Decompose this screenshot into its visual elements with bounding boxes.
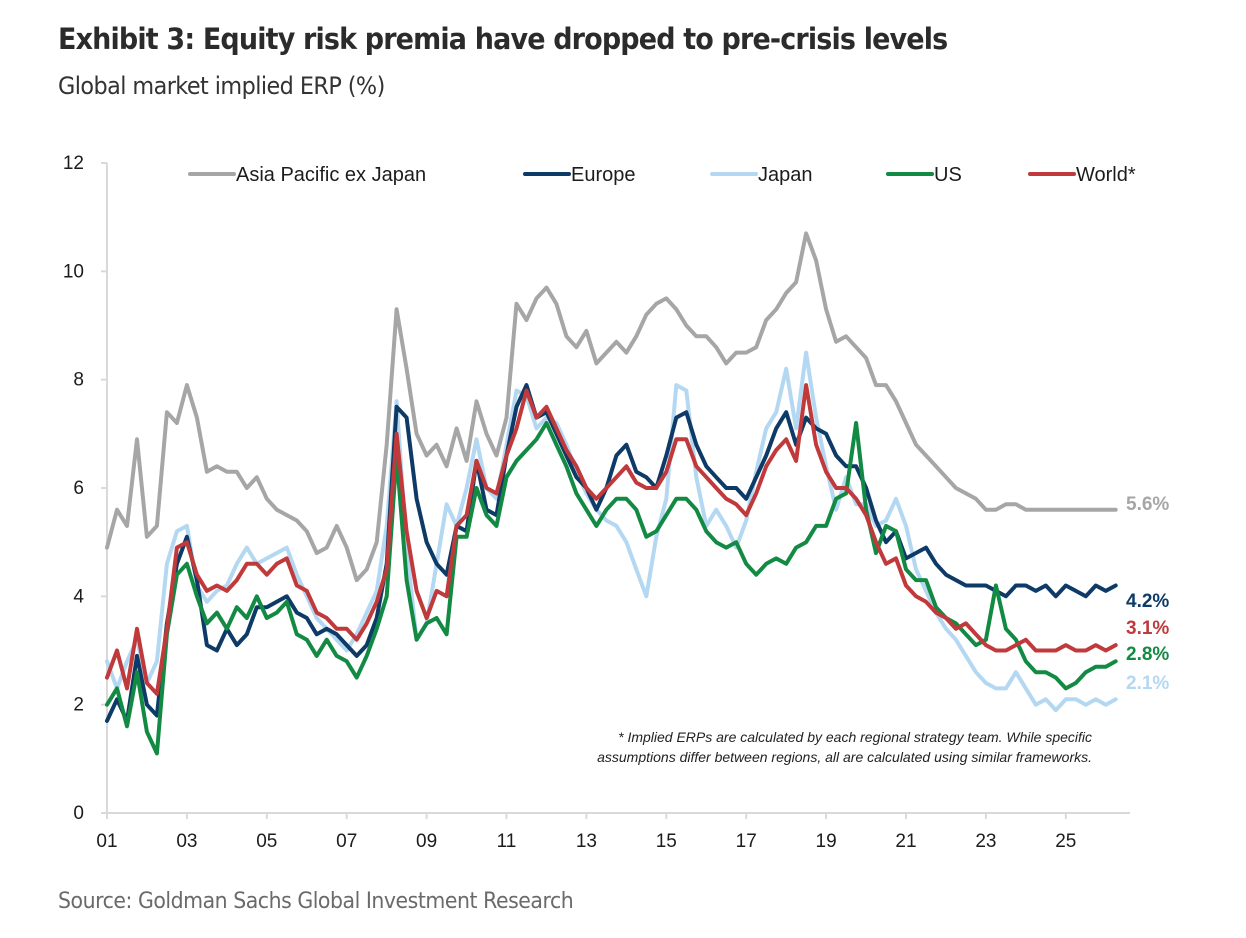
end-value-label: 4.2% (1126, 591, 1169, 612)
x-tick-label: 15 (656, 831, 677, 852)
series-line-japan (105, 350, 1118, 713)
x-tick-label: 07 (336, 831, 357, 852)
x-tick-label: 03 (176, 831, 197, 852)
axes: 0 2 4 6 8 10 12 01 03 05 07 09 11 13 15 17 19 21 23 25 (63, 153, 1130, 852)
y-tick-label: 0 (73, 803, 84, 824)
legend-item: US (886, 164, 962, 186)
legend-label: US (934, 164, 962, 186)
x-tick-label: 21 (895, 831, 916, 852)
legend-label: Europe (571, 164, 636, 186)
end-value-label: 3.1% (1126, 618, 1169, 639)
y-tick-label: 2 (73, 695, 84, 716)
x-tick-label: 23 (975, 831, 996, 852)
x-tick-label: 25 (1055, 831, 1076, 852)
source-note: Source: Goldman Sachs Global Investment … (58, 889, 574, 914)
page-title: Exhibit 3: Equity risk premia have dropp… (58, 22, 948, 56)
x-tick-label: 17 (736, 831, 757, 852)
legend-label: Japan (758, 164, 813, 186)
y-tick-label: 4 (73, 586, 84, 607)
end-value-label: 2.8% (1126, 644, 1169, 665)
y-tick-label: 10 (63, 261, 84, 282)
x-tick-label: 13 (576, 831, 597, 852)
legend-item: Japan (710, 164, 813, 186)
x-tick-label: 19 (816, 831, 837, 852)
series-line-world (105, 383, 1118, 696)
legend: Asia Pacific ex Japan Europe Japan US World* (188, 164, 1136, 186)
end-value-label: 2.1% (1126, 673, 1169, 694)
series-lines (105, 231, 1118, 756)
page-subtitle: Global market implied ERP (%) (58, 72, 385, 100)
x-tick-label: 01 (96, 831, 117, 852)
x-tick-label: 11 (497, 831, 517, 852)
footnote-line-1: * Implied ERPs are calculated by each re… (618, 729, 1092, 745)
x-tick-label: 05 (256, 831, 277, 852)
y-tick-label: 12 (63, 153, 84, 174)
footnote-line-2: assumptions differ between regions, all … (597, 749, 1092, 765)
legend-label: Asia Pacific ex Japan (236, 164, 426, 186)
x-ticks: 01 03 05 07 09 11 13 15 17 19 21 23 25 (96, 813, 1076, 852)
y-tick-label: 6 (73, 478, 84, 499)
series-line-europe (105, 383, 1118, 723)
legend-item: Asia Pacific ex Japan (188, 164, 426, 186)
series-line-asia-pacific-ex-japan (105, 231, 1118, 583)
end-value-label: 5.6% (1126, 494, 1169, 515)
y-tick-label: 8 (73, 370, 84, 391)
x-tick-label: 09 (416, 831, 437, 852)
end-labels: 5.6% 4.2% 2.1% 2.8% 3.1% (1126, 494, 1169, 694)
legend-item: World* (1028, 164, 1136, 186)
legend-item: Europe (523, 164, 636, 186)
footnote: * Implied ERPs are calculated by each re… (597, 729, 1092, 765)
legend-label: World* (1076, 164, 1136, 186)
y-ticks: 0 2 4 6 8 10 12 (63, 153, 107, 824)
